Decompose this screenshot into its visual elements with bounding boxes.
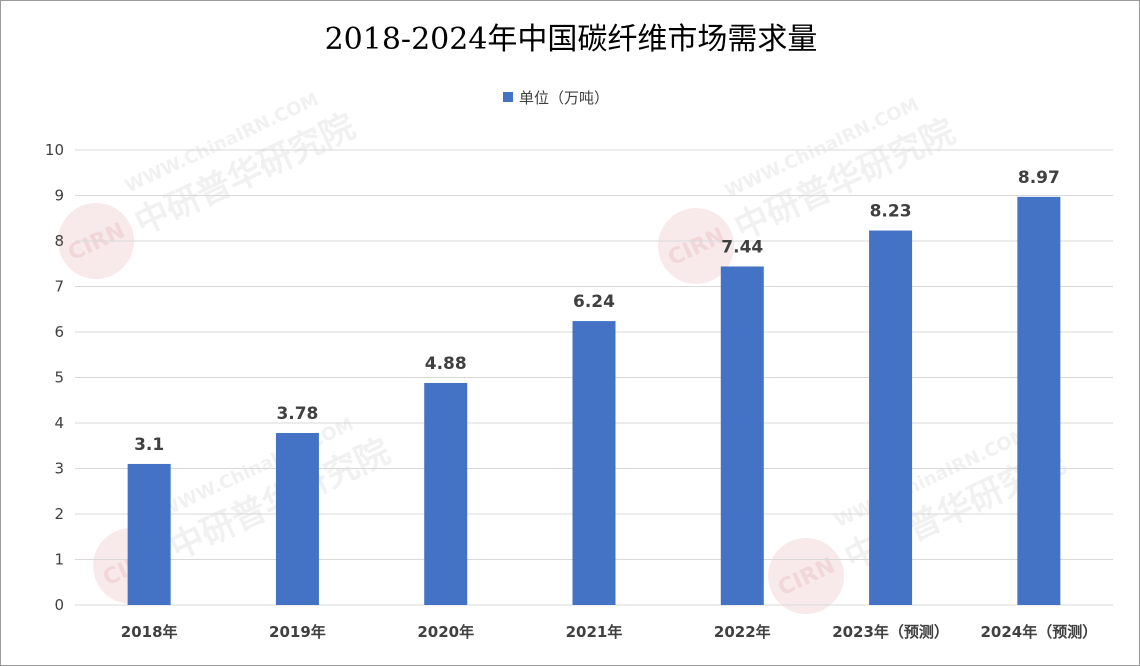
x-tick-label: 2021年 <box>566 623 623 641</box>
y-tick-label: 9 <box>54 187 64 205</box>
x-tick-label: 2018年 <box>121 623 178 641</box>
bar-series: 3.1 3.78 4.88 6.24 7.44 8.23 8.97 <box>127 168 1061 606</box>
y-tick-label: 7 <box>54 278 64 296</box>
data-label: 8.23 <box>870 202 912 222</box>
bar <box>127 463 171 605</box>
watermark-logo-circle <box>768 538 844 614</box>
y-tick-label: 2 <box>54 505 64 523</box>
bar <box>869 230 913 605</box>
y-axis: 0 1 2 3 4 5 6 7 8 9 10 <box>45 141 64 614</box>
x-tick-label: 2022年 <box>714 623 771 641</box>
data-label: 6.24 <box>573 292 615 312</box>
y-tick-label: 8 <box>54 232 64 250</box>
legend: 单位（万吨） <box>503 89 609 107</box>
data-label: 4.88 <box>425 354 467 374</box>
x-axis: 2018年 2019年 2020年 2021年 2022年 2023年（预测） 2024年（… <box>121 623 1097 641</box>
bar <box>1017 196 1061 606</box>
watermark-logo-circle <box>658 208 734 284</box>
data-label: 7.44 <box>721 237 763 257</box>
legend-swatch <box>503 92 513 102</box>
y-tick-label: 0 <box>54 596 64 614</box>
data-label: 3.78 <box>276 404 318 424</box>
y-tick-label: 5 <box>54 369 64 387</box>
y-tick-label: 3 <box>54 460 64 478</box>
y-tick-label: 10 <box>45 141 64 159</box>
chart-title: 2018-2024年中国碳纤维市场需求量 <box>325 22 818 57</box>
bar <box>720 266 764 605</box>
y-tick-label: 1 <box>54 551 64 569</box>
y-tick-label: 6 <box>54 323 64 341</box>
bar <box>572 321 616 605</box>
y-tick-label: 4 <box>54 414 64 432</box>
x-tick-label: 2020年 <box>417 623 474 641</box>
bar <box>424 382 468 605</box>
data-label: 8.97 <box>1018 168 1060 188</box>
x-tick-label: 2023年（预测） <box>832 623 949 641</box>
x-tick-label: 2024年（预测） <box>980 623 1097 641</box>
bar <box>275 433 319 605</box>
legend-label: 单位（万吨） <box>519 89 609 107</box>
x-tick-label: 2019年 <box>269 623 326 641</box>
data-label: 3.1 <box>134 435 164 455</box>
